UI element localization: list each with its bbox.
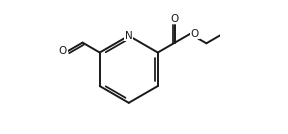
Text: O: O [191, 29, 199, 39]
Text: O: O [171, 14, 179, 24]
Text: N: N [125, 31, 133, 41]
Text: O: O [58, 46, 67, 56]
